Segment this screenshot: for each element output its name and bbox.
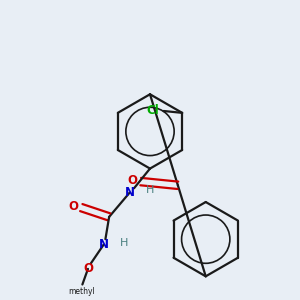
Text: O: O [68, 200, 78, 213]
Text: methyl: methyl [68, 287, 94, 296]
Text: H: H [120, 238, 128, 248]
Text: H: H [146, 185, 154, 195]
Text: Cl: Cl [146, 104, 159, 118]
Text: N: N [99, 238, 109, 251]
Text: N: N [124, 186, 135, 199]
Text: O: O [83, 262, 93, 275]
Text: O: O [128, 174, 137, 187]
